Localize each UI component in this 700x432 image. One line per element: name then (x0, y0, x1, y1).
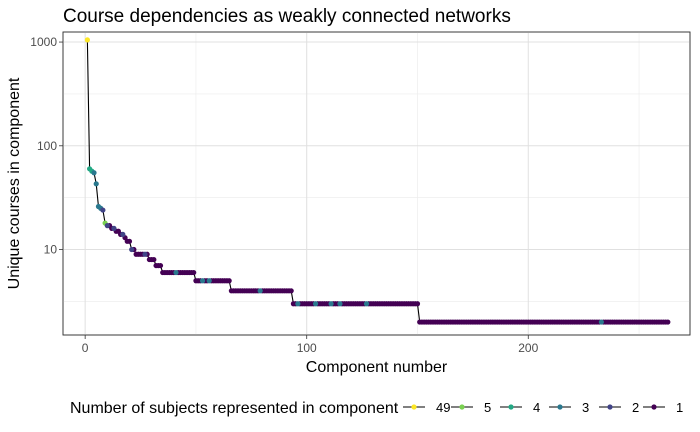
data-point (206, 278, 212, 284)
legend-key-point (607, 404, 613, 410)
series (84, 37, 671, 325)
legend-item: 2 (599, 400, 639, 415)
data-point (598, 319, 604, 325)
data-point (111, 225, 117, 231)
data-point (104, 223, 110, 229)
legend-label: 49 (436, 400, 450, 415)
y-axis-label: Unique courses in component (6, 77, 23, 289)
data-point (665, 319, 671, 325)
data-point (120, 231, 126, 237)
plot-panel (62, 31, 691, 336)
legend-key-point (411, 404, 417, 410)
data-point (199, 278, 206, 284)
y-tick-label: 10 (44, 243, 58, 257)
legend-label: 1 (676, 400, 683, 415)
legend-label: 2 (632, 400, 639, 415)
legend-label: 5 (484, 400, 491, 415)
y-tick-label: 1000 (30, 35, 57, 49)
data-point (414, 301, 421, 307)
grid-minor (63, 32, 690, 335)
x-tick-label: 0 (82, 341, 89, 355)
legend-item: 1 (643, 400, 683, 415)
data-point (93, 181, 99, 187)
data-point (126, 238, 133, 244)
legend-item: 3 (549, 400, 589, 415)
legend-key-point (508, 404, 514, 410)
data-point (129, 246, 135, 253)
legend-title: Number of subjects represented in compon… (70, 400, 399, 417)
data-point (100, 207, 106, 213)
x-tick-label: 100 (297, 341, 317, 355)
legend-label: 4 (533, 400, 540, 415)
legend-key-point (557, 404, 563, 410)
x-axis-label: Component number (306, 359, 448, 376)
legend-key-point (651, 404, 657, 410)
y-axis: 10 100 1000 (30, 35, 63, 257)
legend-item: 4 (500, 400, 540, 415)
data-point (142, 251, 148, 257)
data-point (288, 288, 294, 294)
data-point (363, 301, 370, 307)
data-point (84, 37, 90, 43)
data-point (312, 301, 319, 307)
data-point (191, 269, 197, 276)
legend-key-point (459, 404, 465, 410)
data-point (151, 256, 157, 263)
data-point (226, 278, 232, 284)
x-axis: 0 100 200 (82, 335, 539, 355)
legend-item: 5 (451, 400, 491, 415)
legend-item: 49 (403, 400, 450, 415)
y-tick-label: 100 (37, 139, 57, 153)
grid-major (63, 32, 690, 335)
data-point (157, 262, 164, 269)
chart-title: Course dependencies as weakly connected … (63, 6, 511, 27)
data-point (328, 301, 334, 307)
data-point (257, 288, 263, 294)
data-point (337, 301, 343, 307)
data-point (91, 170, 97, 176)
data-point (295, 301, 301, 307)
data-point (173, 269, 179, 276)
plot-border (62, 31, 691, 336)
x-tick-label: 200 (518, 341, 538, 355)
legend-label: 3 (582, 400, 589, 415)
legend: Number of subjects represented in compon… (70, 400, 683, 417)
